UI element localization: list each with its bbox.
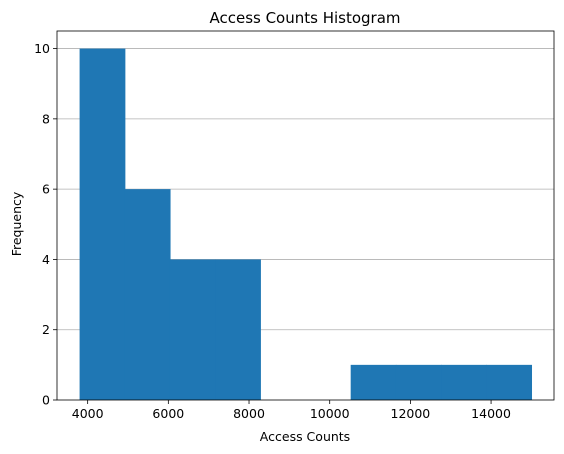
y-tick-label: 0 — [42, 393, 50, 408]
histogram-bar — [124, 189, 171, 400]
x-tick-label: 6000 — [152, 406, 184, 421]
histogram-bar — [441, 364, 487, 400]
histogram-bars — [79, 48, 533, 400]
y-tick-label: 4 — [42, 252, 50, 267]
y-tick-label: 8 — [42, 111, 50, 126]
y-tick-label: 6 — [42, 182, 50, 197]
plot-frame — [56, 30, 555, 401]
x-tick-label: 10000 — [310, 406, 350, 421]
x-tick-label: 14000 — [471, 406, 511, 421]
x-tick-label: 12000 — [391, 406, 431, 421]
histogram-bar — [215, 259, 261, 400]
x-tick-label: 4000 — [72, 406, 104, 421]
y-axis-label: Frequency — [9, 191, 24, 256]
x-axis-ticks: 4000 6000 8000 10000 12000 14000 — [72, 400, 511, 421]
histogram-bar — [350, 364, 397, 400]
histogram-bar — [395, 364, 442, 400]
histogram-bar — [169, 259, 216, 400]
y-tick-label: 2 — [42, 322, 50, 337]
y-tick-label: 10 — [34, 41, 50, 56]
axes — [56, 30, 555, 401]
y-axis-ticks: 0 2 4 6 8 10 — [34, 41, 57, 408]
x-tick-label: 8000 — [233, 406, 265, 421]
histogram-bar — [486, 364, 533, 400]
chart-title: Access Counts Histogram — [209, 9, 400, 27]
x-axis-label: Access Counts — [260, 429, 350, 444]
histogram-bar — [79, 48, 126, 400]
